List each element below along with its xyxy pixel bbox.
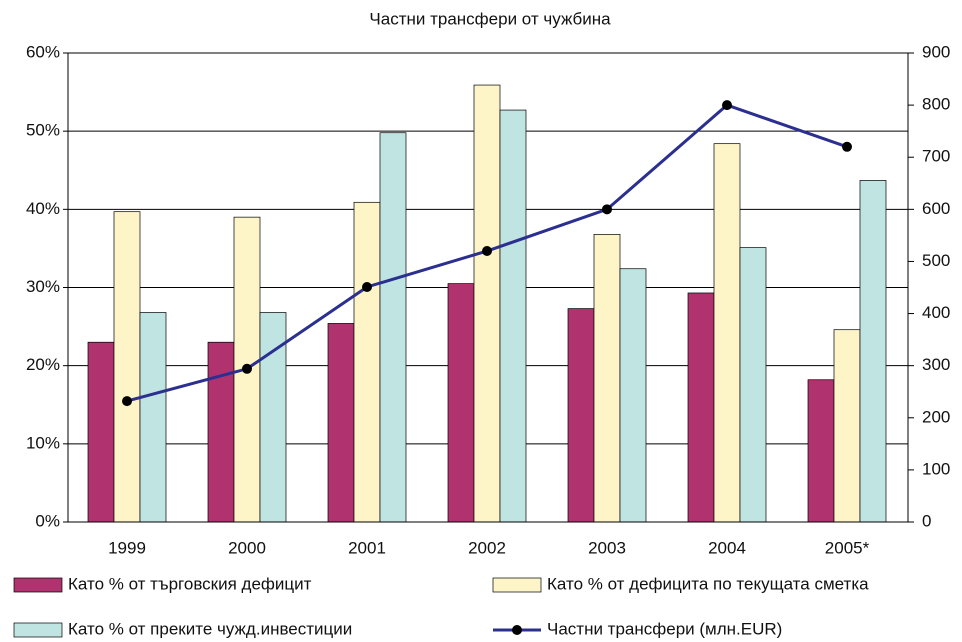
y2-tick-label: 300: [922, 355, 950, 374]
y2-tick-label: 800: [922, 95, 950, 114]
bar: [473, 84, 501, 523]
x-tick-label: 2000: [228, 538, 266, 557]
legend-label: Частни трансфери (млн.EUR): [547, 619, 782, 638]
marker: [842, 141, 852, 152]
plot-border: [67, 52, 909, 523]
bar: [207, 341, 235, 523]
legend-marker: [512, 625, 522, 635]
y-tick-label: 50%: [26, 121, 60, 140]
y2-tick-label: 600: [922, 199, 950, 218]
bar: [259, 312, 287, 523]
y-tick-label: 0%: [35, 511, 60, 530]
y-tick-label: 10%: [26, 433, 60, 452]
y2-tick-label: 900: [922, 42, 950, 61]
marker: [242, 363, 252, 374]
legend-swatch: [13, 577, 63, 593]
marker: [362, 281, 372, 292]
bar: [687, 292, 715, 523]
bar: [379, 132, 407, 523]
legend-label: Като % от търговския дефицит: [68, 574, 312, 593]
bar: [327, 323, 355, 523]
y-tick-label: 60%: [26, 42, 60, 61]
marker: [482, 246, 492, 257]
bar: [833, 329, 861, 523]
bar: [567, 308, 595, 523]
y2-tick-label: 500: [922, 251, 950, 270]
legend-swatch: [492, 577, 542, 593]
bar: [87, 341, 115, 523]
marker: [722, 100, 732, 111]
x-tick-label: 2003: [588, 538, 626, 557]
bar: [353, 201, 381, 523]
bar: [113, 211, 141, 523]
y2-tick-label: 700: [922, 147, 950, 166]
bar: [139, 312, 167, 523]
x-tick-label: 2001: [348, 538, 386, 557]
legend-label: Като % от преките чужд.инвестиции: [68, 619, 352, 638]
y2-tick-label: 400: [922, 303, 950, 322]
x-tick-label: 2004: [708, 538, 746, 557]
y2-tick-label: 200: [922, 407, 950, 426]
x-tick-label: 2002: [468, 538, 506, 557]
legend-swatch: [13, 622, 63, 638]
bar: [859, 180, 887, 523]
chart-title: Частни трансфери от чужбина: [369, 9, 611, 28]
y2-tick-label: 100: [922, 459, 950, 478]
bar: [713, 143, 741, 523]
x-tick-label: 2005*: [825, 538, 870, 557]
bar: [447, 283, 475, 523]
bar: [593, 233, 621, 523]
y-tick-label: 30%: [26, 277, 60, 296]
bar: [619, 268, 647, 523]
x-tick-label: 1999: [108, 538, 146, 557]
marker: [122, 396, 132, 407]
bar: [499, 109, 527, 523]
bar: [739, 247, 767, 523]
marker: [602, 204, 612, 215]
y-tick-label: 40%: [26, 199, 60, 218]
bar: [807, 379, 835, 523]
y-tick-label: 20%: [26, 355, 60, 374]
legend-label: Като % от дефицита по текущата сметка: [547, 574, 869, 593]
y2-tick-label: 0: [922, 511, 931, 530]
